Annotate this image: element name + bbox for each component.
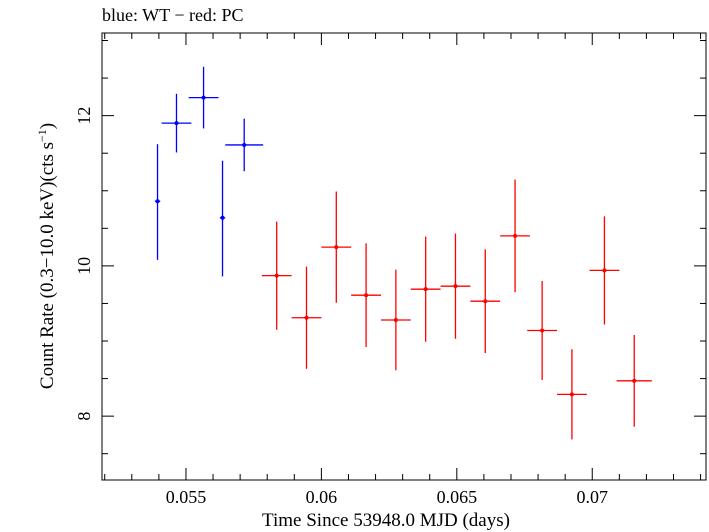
x-axis-label: Time Since 53948.0 MJD (days) [262,510,510,531]
data-series [154,66,652,440]
plot-frame [101,32,707,481]
data-point [569,392,574,397]
data-point [155,199,160,204]
data-point [174,121,179,126]
y-tick-label: 8 [74,412,94,421]
data-point [274,273,279,278]
data-point [483,299,488,304]
data-point [602,268,607,273]
y-axis-ticks: 8 10 12 [74,40,706,455]
data-point [334,245,339,250]
data-point [364,293,369,298]
data-point [393,317,398,322]
data-point [632,378,637,383]
data-point [242,142,247,147]
data-point [423,287,428,292]
series-pc [261,179,652,440]
data-point [453,284,458,289]
data-point [220,215,225,220]
data-point [304,315,309,320]
x-axis-ticks: 0.055 0.06 0.065 0.07 [104,33,702,507]
data-point [201,95,206,100]
y-axis-label-main: Count Rate (0.3−10.0 keV)(cts s [37,142,58,389]
chart-title: blue: WT − red: PC [102,5,243,25]
y-axis-label-close: ) [37,123,58,129]
x-tick-label: 0.06 [306,487,338,507]
data-point [540,328,545,333]
y-axis-label: Count Rate (0.3−10.0 keV)(cts s−1) [35,123,58,389]
series-wt [154,66,264,277]
data-point [513,233,518,238]
x-tick-label: 0.055 [166,487,207,507]
y-tick-label: 10 [74,257,94,275]
y-axis-label-exponent: −1 [35,129,49,142]
x-tick-label: 0.065 [437,487,478,507]
x-tick-label: 0.07 [576,487,608,507]
y-tick-label: 12 [74,107,94,125]
